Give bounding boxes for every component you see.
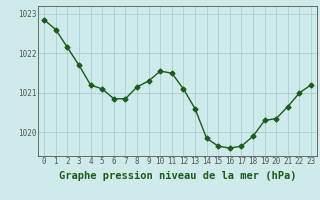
X-axis label: Graphe pression niveau de la mer (hPa): Graphe pression niveau de la mer (hPa) [59, 171, 296, 181]
